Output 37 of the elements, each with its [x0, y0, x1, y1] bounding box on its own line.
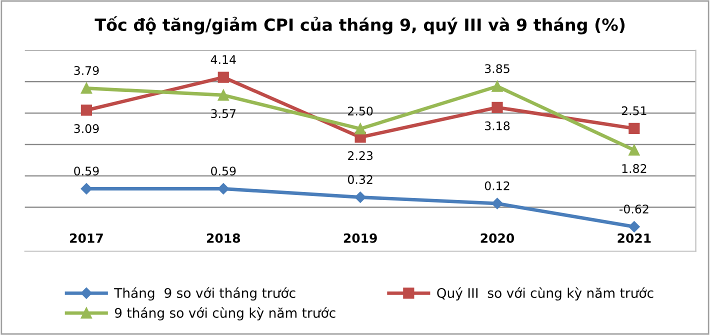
point: [80, 82, 92, 94]
point: [80, 104, 92, 116]
data-label: 2.23: [348, 151, 373, 160]
data-label: -0.62: [619, 204, 648, 214]
chart-title: Tốc độ tăng/giảm CPI của tháng 9, quý III và 9 tháng (%): [94, 16, 625, 34]
data-label: 3.09: [74, 124, 99, 134]
point: [492, 102, 503, 113]
point: [218, 183, 229, 194]
data-label: 0.12: [484, 181, 510, 190]
data-label: 4.14: [210, 55, 236, 64]
data-label: 1.82: [622, 164, 646, 173]
point: [492, 80, 503, 92]
point: [628, 221, 640, 232]
x-tick-label: 2017: [70, 233, 103, 243]
data-label: 3.57: [211, 109, 236, 118]
x-tick-label: 2020: [480, 233, 514, 243]
point: [218, 90, 229, 101]
point: [628, 144, 640, 156]
x-tick-label: 2019: [344, 233, 377, 243]
data-label: 0.32: [348, 175, 372, 184]
legend-label: 9 tháng so với cùng kỳ năm trước: [114, 307, 336, 320]
data-label: 3.18: [485, 121, 510, 130]
point: [354, 192, 366, 203]
data-label: 2.50: [348, 106, 373, 116]
x-tick-label: 2018: [206, 233, 240, 243]
legend-label: Quý III so với cùng kỳ năm trước: [437, 287, 654, 301]
x-tick-label: 2021: [618, 233, 651, 243]
data-label: 0.59: [74, 166, 99, 176]
data-label: 3.79: [74, 66, 99, 76]
data-label: 0.59: [211, 166, 236, 176]
point: [354, 123, 366, 134]
data-label: 3.85: [485, 64, 510, 74]
point: [628, 122, 640, 134]
point: [492, 198, 503, 210]
point: [218, 72, 229, 83]
legend-label: Tháng 9 so với tháng trước: [114, 287, 296, 301]
data-label: 2.51: [622, 106, 646, 116]
